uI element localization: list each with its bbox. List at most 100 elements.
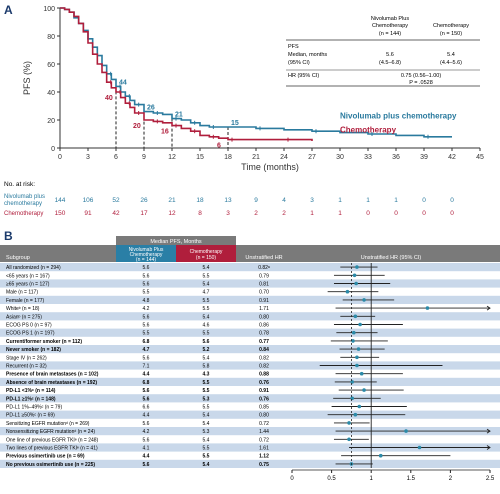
median-chemo: 5.5: [203, 273, 210, 279]
header-chemo-bg: [176, 245, 236, 262]
forest-x-tick-label: 2.5: [486, 476, 495, 482]
table-value: (4.4–5.6): [440, 60, 462, 66]
forest-x-tick-label: 0: [290, 476, 294, 482]
hr-value: 0.88: [259, 372, 269, 378]
landmark-value-label: 15: [231, 120, 239, 127]
hr-value: 0.81: [259, 282, 269, 288]
subgroup-label: All randomized (n = 294): [6, 265, 61, 271]
table-value: 5.6: [386, 52, 394, 58]
at-risk-value: 26: [140, 197, 148, 204]
table-row-label: Median, months: [288, 52, 327, 58]
hr-value: 0.85: [259, 405, 269, 411]
at-risk-value: 21: [168, 197, 176, 204]
at-risk-value: 42: [112, 210, 120, 217]
at-risk-value: 1: [338, 210, 342, 217]
y-tick-label: 80: [47, 34, 55, 41]
x-tick-label: 9: [142, 154, 146, 161]
hr-point: [355, 355, 359, 360]
landmark-value-label: 21: [175, 112, 183, 119]
x-tick-label: 36: [392, 154, 400, 161]
median-nivo: 5.6: [143, 323, 150, 329]
median-nivo: 6.8: [143, 380, 150, 386]
table-header-nivolumab-n: (n = 144): [379, 31, 401, 37]
at-risk-value: 0: [422, 197, 426, 204]
hr-point: [358, 322, 362, 327]
x-tick-label: 6: [114, 154, 118, 161]
ci-arrow: [486, 305, 491, 311]
median-nivo: 5.6: [143, 462, 150, 468]
subgroup-label: Previous osimertinib use (n = 69): [6, 454, 85, 460]
at-risk-value: 150: [55, 210, 66, 217]
median-chemo: 5.4: [203, 421, 210, 427]
at-risk-value: 2: [282, 210, 286, 217]
median-chemo: 5.4: [203, 462, 210, 468]
median-chemo: 5.2: [203, 347, 210, 353]
median-chemo: 4.7: [203, 290, 210, 296]
hr-point: [347, 437, 351, 442]
median-nivo: 5.5: [143, 290, 150, 296]
median-nivo: 4.2: [143, 306, 150, 312]
hr-point: [359, 371, 364, 376]
forest-x-tick-label: 2: [449, 476, 453, 482]
table-header-nivolumab-2: Chemotherapy: [372, 23, 408, 29]
table-header-nivolumab: Nivolumab Plus: [371, 16, 409, 22]
subgroup-label: PD-L1 <1%ᶜ (n = 114): [6, 388, 56, 394]
hr-value: 0.70: [259, 290, 269, 296]
ci-arrow: [486, 445, 491, 450]
table-value: P = .0528: [409, 80, 433, 86]
median-chemo: 5.5: [203, 454, 210, 460]
panel-b-label: B: [4, 229, 13, 243]
hr-value: 0.84: [259, 347, 269, 353]
subgroup-label: Male (n = 117): [6, 290, 38, 296]
y-axis-title: PFS (%): [22, 61, 32, 95]
median-nivo: 6.6: [143, 405, 150, 411]
row-band: [0, 443, 500, 452]
median-chemo: 5.5: [203, 331, 210, 337]
x-tick-label: 39: [420, 154, 428, 161]
median-nivo: 5.6: [143, 355, 150, 361]
median-chemo: 5.5: [203, 405, 210, 411]
row-band: [0, 459, 500, 468]
forest-x-tick-label: 0.5: [327, 476, 336, 482]
row-band: [0, 427, 500, 436]
table-row-label: HR (95% CI): [288, 73, 319, 79]
median-chemo: 5.4: [203, 265, 210, 271]
at-risk-value: 4: [282, 197, 286, 204]
legend-label-nivolumab: Nivolumab plus chemotherapy: [340, 112, 457, 121]
median-nivo: 7.1: [143, 364, 150, 370]
hr-value: 0.76: [259, 380, 269, 386]
hr-point: [350, 380, 354, 384]
x-tick-label: 0: [58, 154, 62, 161]
hr-point: [362, 388, 366, 392]
subgroup-label: Presence of brain metastases (n = 102): [6, 372, 99, 378]
x-tick-label: 30: [336, 154, 344, 161]
at-risk-value: 1: [338, 197, 342, 204]
at-risk-value: 0: [366, 210, 370, 217]
subgroup-label: PD-L1 ≥1%ᶜ (n = 148): [6, 396, 56, 402]
y-tick-label: 100: [43, 6, 55, 13]
landmark-value-label: 6: [217, 143, 221, 150]
at-risk-value: 0: [422, 210, 426, 217]
hr-value: 0.86: [259, 323, 269, 329]
at-risk-value: 52: [112, 197, 120, 204]
median-chemo: 5.5: [203, 388, 210, 394]
row-band: [0, 410, 500, 419]
at-risk-value: 18: [196, 197, 204, 204]
hr-point: [350, 396, 354, 401]
median-nivo: 5.6: [143, 314, 150, 320]
x-tick-label: 15: [196, 154, 204, 161]
x-tick-label: 27: [308, 154, 316, 161]
x-tick-label: 33: [364, 154, 372, 161]
table-value: 0.75 (0.56–1.00): [401, 73, 442, 79]
hr-value: 1.44: [259, 429, 269, 435]
at-risk-value: 0: [394, 210, 398, 217]
ci-arrow: [486, 428, 491, 434]
median-nivo: 5.6: [143, 282, 150, 288]
subgroup-label: One line of previous EGFR TKIᵉ (n = 248): [6, 437, 99, 443]
row-band: [0, 295, 500, 304]
at-risk-value: 0: [450, 197, 454, 204]
subgroup-label: Current/former smoker (n = 112): [6, 339, 82, 345]
hr-point: [354, 281, 358, 286]
landmark-value-label: 40: [105, 95, 113, 102]
